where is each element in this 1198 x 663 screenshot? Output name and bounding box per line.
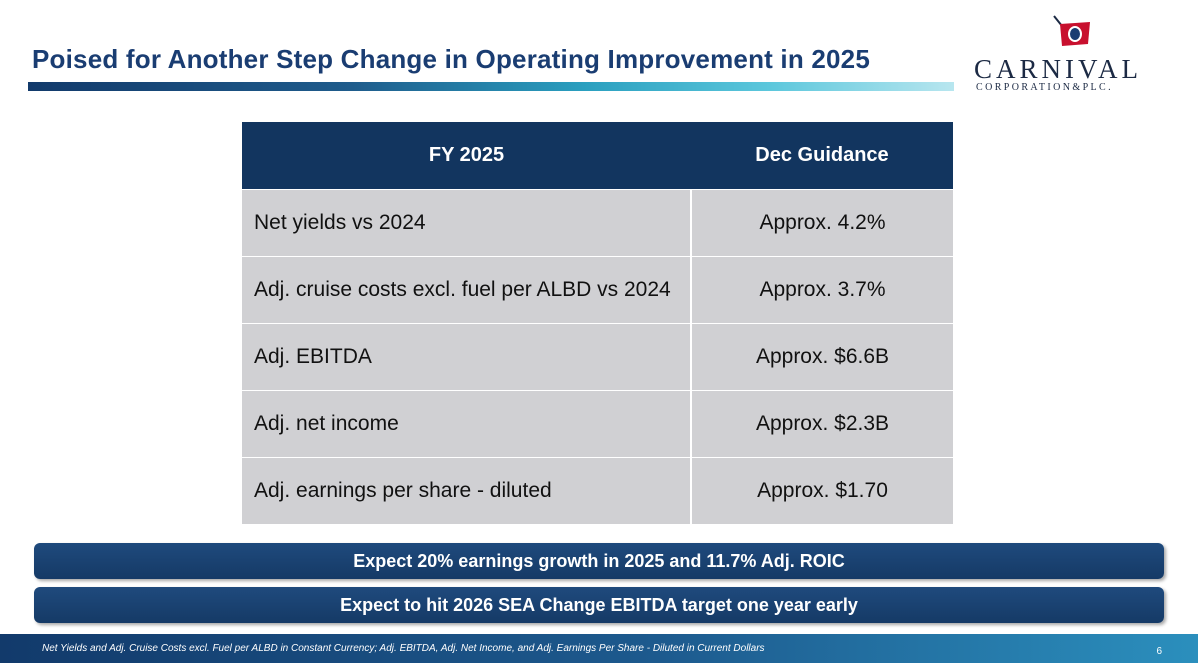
carnival-logo: CARNIVAL CORPORATION&PLC.: [972, 14, 1172, 94]
footnote: Net Yields and Adj. Cruise Costs excl. F…: [42, 643, 765, 654]
row-value: Approx. $6.6B: [691, 323, 953, 391]
logo-wordmark: CARNIVAL: [974, 54, 1143, 84]
row-label: Adj. cruise costs excl. fuel per ALBD vs…: [242, 256, 692, 324]
guidance-table: FY 2025 Dec Guidance Net yields vs 2024 …: [242, 122, 953, 524]
row-value: Approx. 3.7%: [691, 256, 953, 324]
row-label: Net yields vs 2024: [242, 189, 692, 257]
page-title: Poised for Another Step Change in Operat…: [32, 44, 870, 74]
table-row: Adj. EBITDA Approx. $6.6B: [242, 323, 953, 391]
page-number: 6: [1156, 646, 1162, 657]
table-row: Adj. cruise costs excl. fuel per ALBD vs…: [242, 256, 953, 324]
row-label: Adj. earnings per share - diluted: [242, 457, 692, 524]
table-row: Adj. net income Approx. $2.3B: [242, 390, 953, 458]
carnival-flag-icon: [1053, 15, 1090, 46]
title-underline-bar: [28, 82, 954, 91]
row-label: Adj. net income: [242, 390, 692, 458]
column-header-fy2025: FY 2025: [242, 122, 691, 190]
ebitda-target-banner: Expect to hit 2026 SEA Change EBITDA tar…: [34, 587, 1164, 623]
footer-bar: Net Yields and Adj. Cruise Costs excl. F…: [0, 634, 1198, 663]
column-header-dec-guidance: Dec Guidance: [691, 122, 953, 190]
row-label: Adj. EBITDA: [242, 323, 692, 391]
table-row: Adj. earnings per share - diluted Approx…: [242, 457, 953, 524]
table-row: Net yields vs 2024 Approx. 4.2%: [242, 189, 953, 257]
row-value: Approx. $1.70: [691, 457, 953, 524]
logo-subtitle: CORPORATION&PLC.: [976, 82, 1114, 93]
row-value: Approx. 4.2%: [691, 189, 953, 257]
row-value: Approx. $2.3B: [691, 390, 953, 458]
table-header-row: FY 2025 Dec Guidance: [242, 122, 953, 190]
earnings-growth-banner: Expect 20% earnings growth in 2025 and 1…: [34, 543, 1164, 579]
